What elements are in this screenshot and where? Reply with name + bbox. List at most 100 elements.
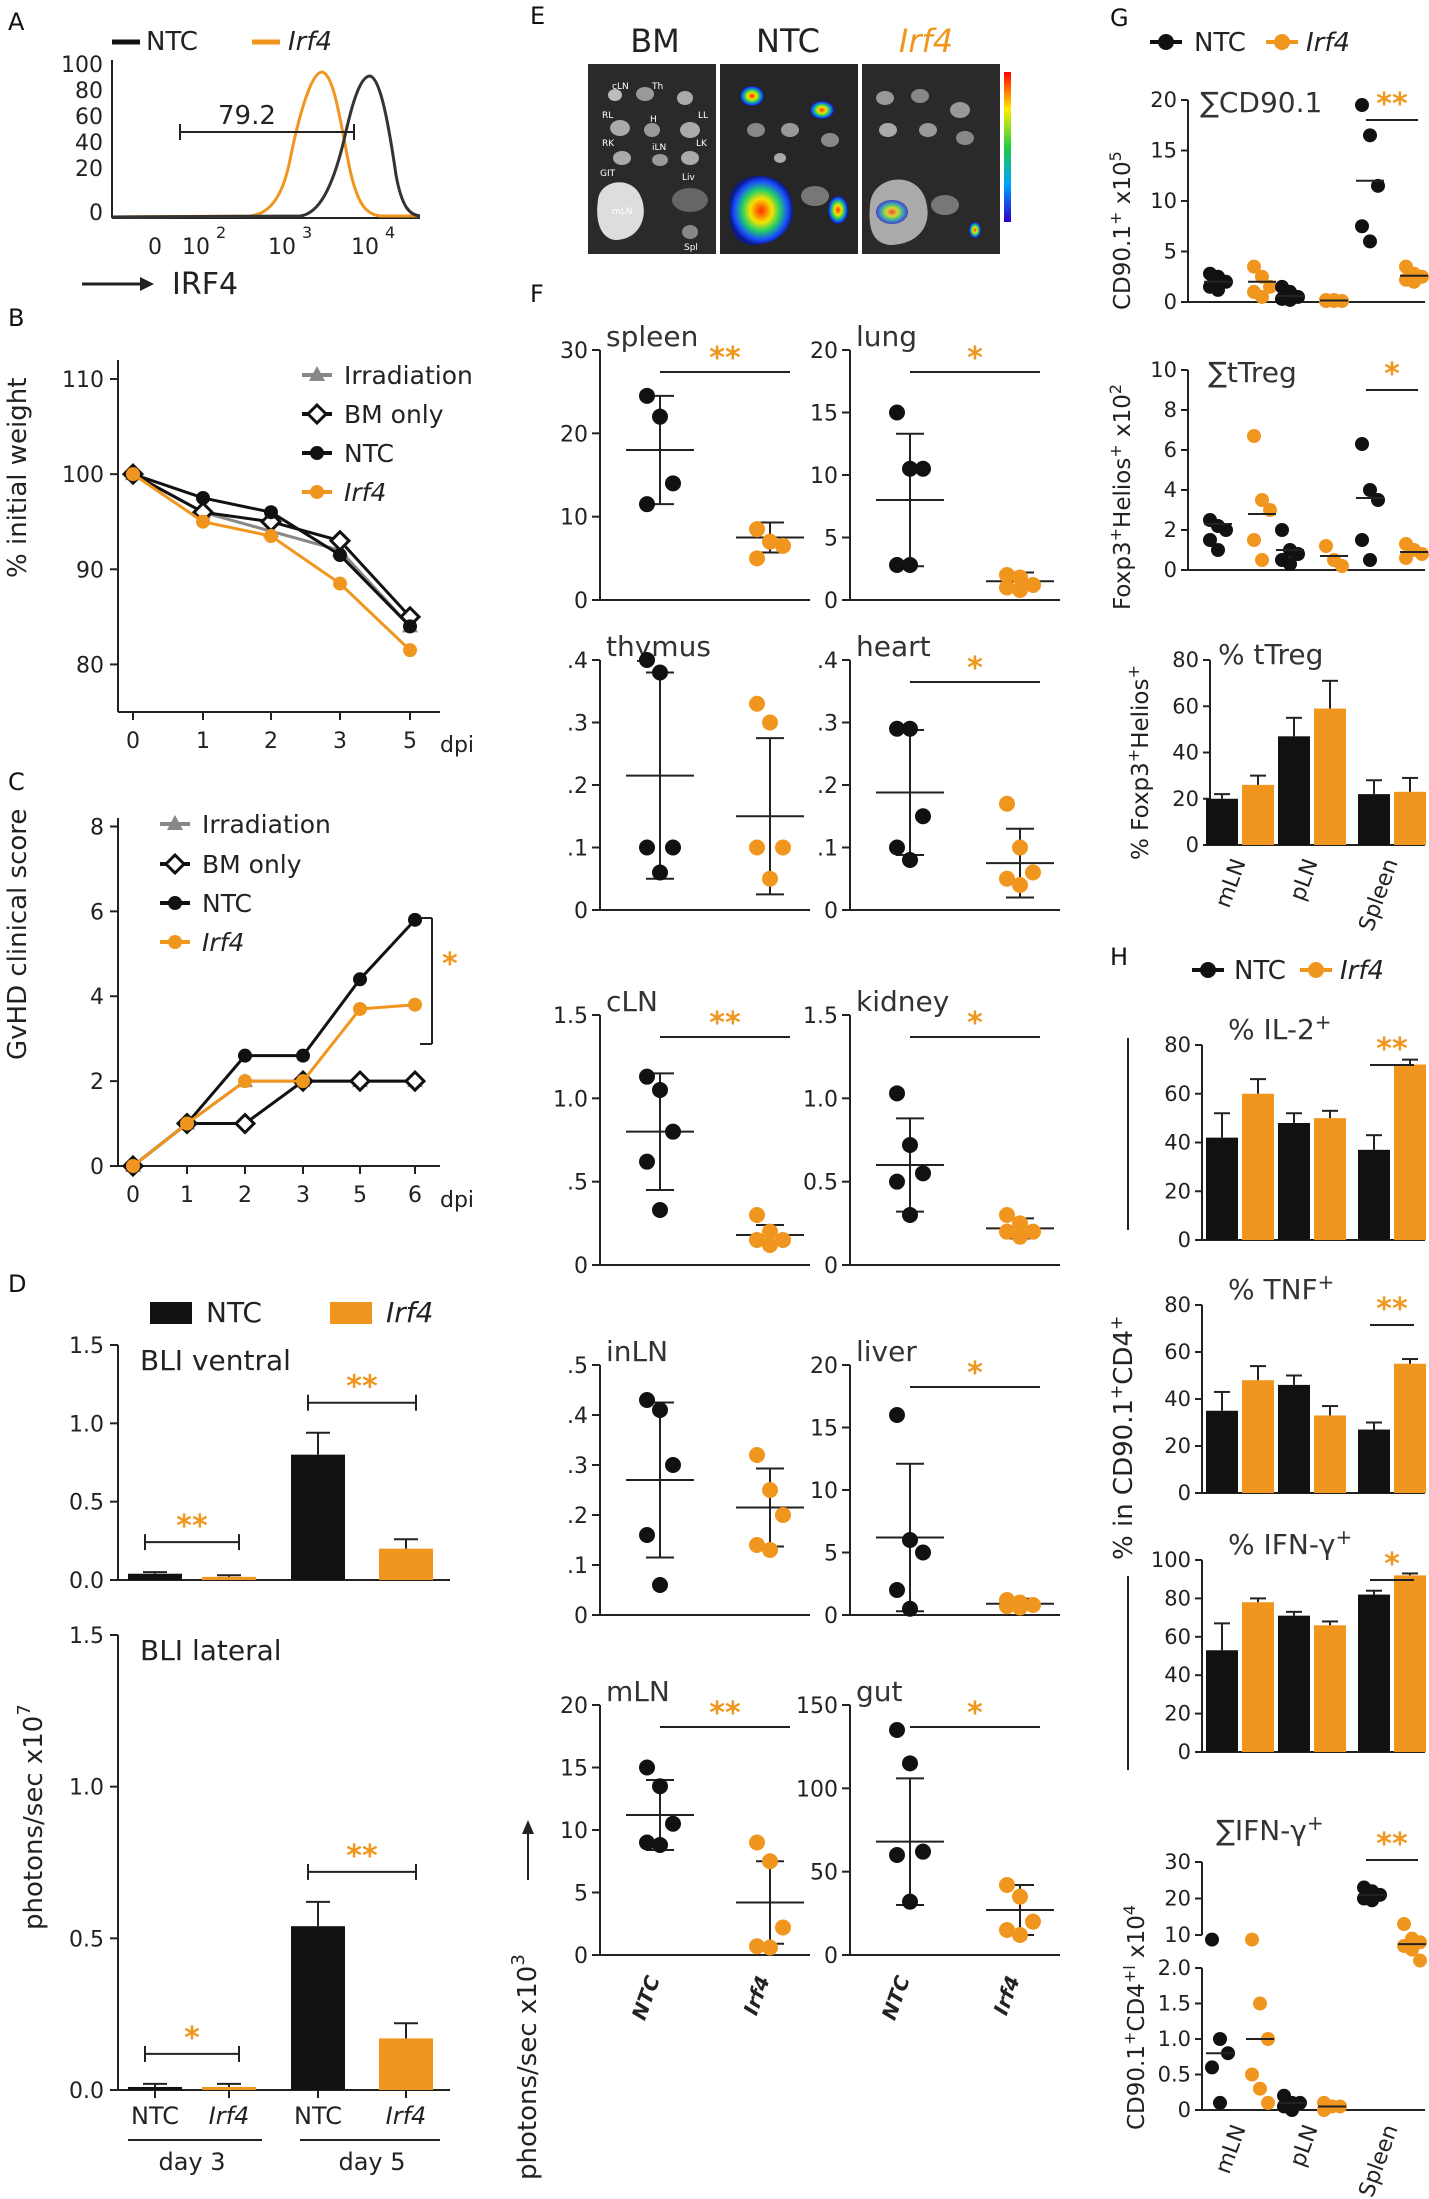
data-point — [1025, 1597, 1041, 1613]
h-shared-ylabel: % in CD90.1+CD4+ — [1107, 1316, 1139, 1560]
xtick-exp: 2 — [216, 223, 226, 242]
data-point — [889, 557, 905, 573]
ytick-label: 80 — [1164, 1033, 1191, 1057]
data-point — [749, 1537, 765, 1553]
bar-irf4 — [1314, 1415, 1346, 1493]
data-point — [652, 1577, 668, 1593]
bli-image-irf4 — [862, 64, 1000, 254]
panel-b: B % initial weight 80 90 100 110 0 1 2 3 5 dpi I… — [3, 304, 474, 758]
data-point — [902, 1893, 918, 1910]
ytick-label: 2 — [90, 1070, 104, 1095]
data-point — [889, 839, 905, 856]
data-point — [902, 557, 918, 573]
xtick-label: 3 — [333, 729, 347, 754]
data-point — [1012, 1888, 1028, 1905]
bar-irf4 — [1314, 708, 1346, 845]
ytick-label: 10 — [560, 506, 588, 531]
ytick-label: 0 — [824, 899, 838, 924]
data-point — [1012, 1599, 1028, 1616]
plot-title: % IL-2+ — [1228, 1010, 1332, 1046]
sig-marker: * — [967, 341, 983, 376]
xtick-label: 5 — [403, 729, 417, 754]
ytick-label: 20 — [1172, 787, 1199, 811]
data-point — [1319, 539, 1333, 553]
data-point — [1261, 2095, 1275, 2110]
data-point — [902, 460, 918, 477]
ytick-label: 40 — [75, 131, 103, 156]
ytick-label: .1 — [567, 1554, 588, 1579]
xtick-label: 0 — [126, 729, 140, 754]
data-point — [1335, 559, 1349, 573]
sig-marker: ** — [176, 1509, 208, 1544]
data-point — [1263, 279, 1277, 294]
sig-marker: * — [1384, 1547, 1400, 1582]
data-point — [408, 912, 422, 927]
ytick-label: 0.0 — [69, 2079, 104, 2104]
data-point — [762, 870, 778, 887]
bar-ntc — [1206, 1137, 1238, 1240]
data-point — [749, 839, 765, 856]
legend-label: Irradiation — [344, 361, 473, 390]
f-ylabel: photons/sec x103 — [508, 1954, 543, 2180]
data-point — [749, 1232, 765, 1248]
ytick-label: 0 — [1186, 833, 1199, 857]
data-point — [639, 496, 655, 513]
bar-irf4 — [1314, 1625, 1346, 1752]
sig-marker: * — [967, 651, 983, 686]
data-point — [902, 1532, 918, 1548]
category-label: pLN — [1286, 856, 1324, 905]
panel-letter-h: H — [1110, 943, 1128, 971]
ytick-label: 60 — [1172, 694, 1199, 718]
y-axis-label-sup: 4 — [1120, 1905, 1139, 1915]
organ-title: gut — [856, 1675, 903, 1708]
y-axis-label-sup: Helios — [1128, 679, 1154, 749]
organ-title: kidney — [856, 985, 949, 1018]
histogram-xticks: 0 10 2 10 3 10 4 — [148, 223, 395, 260]
bar-irf4 — [379, 2038, 433, 2090]
plot-title-text: ∑IFN-γ — [1216, 1814, 1307, 1847]
series-line-irradiation — [132, 1079, 415, 1168]
data-point — [889, 1847, 905, 1863]
ytick-label: 80 — [1172, 648, 1199, 672]
bli-category-label: day 5 — [338, 2148, 405, 2176]
y-axis-label-sup: 5 — [1106, 151, 1125, 161]
data-point — [915, 1544, 931, 1561]
sig-marker: ** — [1376, 1827, 1408, 1862]
ytick-label: 4 — [90, 985, 104, 1010]
legend-irf4-marker — [1274, 34, 1290, 50]
data-point — [902, 1755, 918, 1772]
ytick-label: 15 — [1150, 139, 1177, 163]
data-point — [749, 695, 765, 712]
histogram-axes: 100 80 60 40 20 0 0 10 2 10 3 10 4 — [61, 53, 420, 260]
sig-marker: ** — [709, 1696, 741, 1731]
data-point — [902, 1207, 918, 1223]
ytick-label: 110 — [62, 368, 104, 393]
data-point — [999, 567, 1015, 583]
ytick-label: 0 — [824, 589, 838, 614]
ytick-label: 1.5 — [69, 1624, 104, 1649]
data-point — [1203, 533, 1217, 547]
series-line-bm-only — [132, 1079, 415, 1168]
data-point — [775, 537, 791, 554]
plot-title-sup: + — [1318, 1270, 1335, 1294]
xtick-exp: 4 — [385, 223, 395, 242]
ytick-label: 1.5 — [803, 1004, 838, 1029]
ytick-label: 20 — [560, 1694, 588, 1719]
legend-ntc-label: NTC — [1194, 28, 1246, 58]
ytick-label: 5 — [824, 1542, 838, 1567]
data-point — [1255, 493, 1269, 507]
legend-ntc-label: NTC — [1234, 956, 1286, 986]
ytick-label: 60 — [1164, 1340, 1191, 1364]
data-point — [639, 839, 655, 856]
data-point — [665, 475, 681, 492]
data-point — [902, 852, 918, 868]
ytick-label: 100 — [1151, 1548, 1191, 1572]
category-label: Spleen — [1354, 856, 1403, 935]
data-point — [652, 1202, 668, 1218]
data-point — [1213, 2032, 1227, 2046]
ytick-label: 10 — [560, 1819, 588, 1844]
gate-value: 79.2 — [218, 101, 276, 131]
data-point — [353, 972, 367, 987]
